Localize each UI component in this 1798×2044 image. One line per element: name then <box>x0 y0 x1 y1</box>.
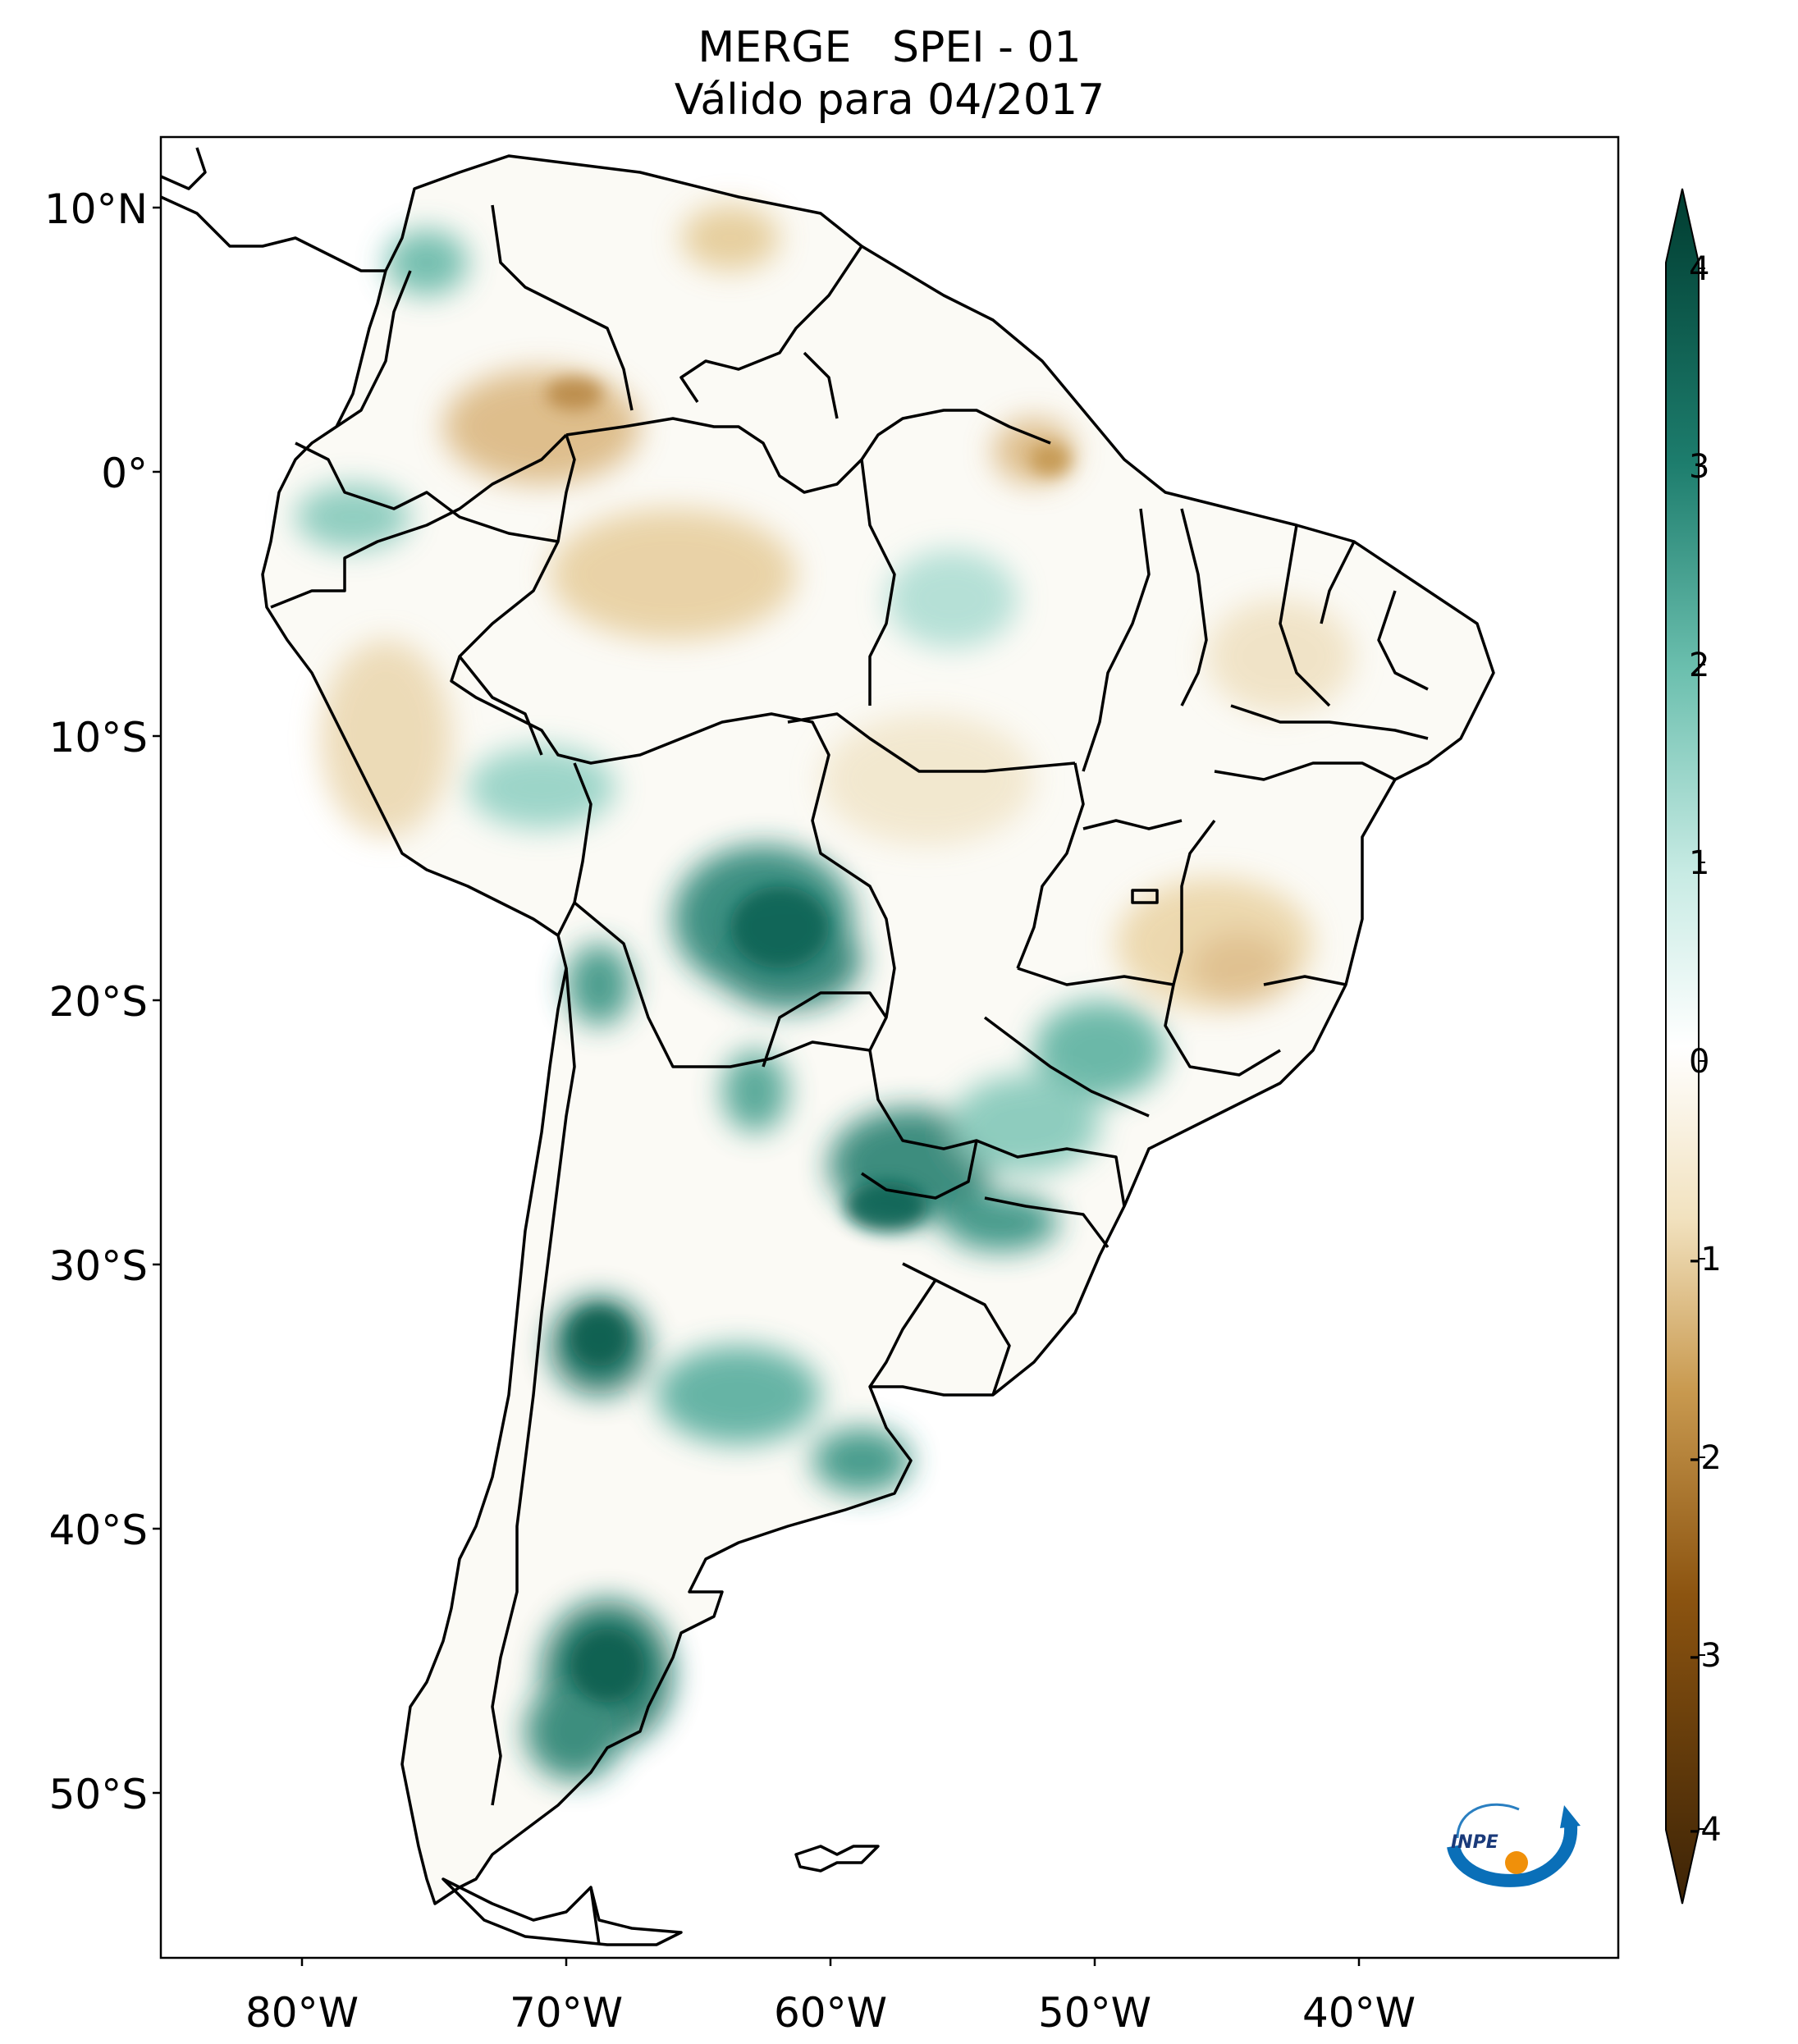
wet-core-bolivia <box>730 886 829 968</box>
dry-core-colombia <box>546 377 603 410</box>
colorbar-body <box>1665 188 1700 1905</box>
lon-label-80w: 80°W <box>245 1989 359 2037</box>
dry-patch-mato-grosso <box>821 714 1034 845</box>
dry-core-amapa <box>1030 443 1071 476</box>
colorbar-tick: 2 <box>1689 647 1710 684</box>
spei-field <box>295 205 1354 1781</box>
dry-patch-amazon-north <box>550 509 796 640</box>
wet-patch-acre <box>468 747 615 829</box>
lon-label-60w: 60°W <box>773 1989 888 2037</box>
map-title: MERGE SPEI - 01 <box>698 23 1082 72</box>
wet-patch-chaco <box>722 1050 788 1132</box>
colorbar-tick: 0 <box>1689 1043 1710 1081</box>
lat-label-10s: 10°S <box>48 714 148 761</box>
wet-patch-buenos-aires-coast <box>812 1428 911 1493</box>
inpe-logo: INPE <box>1447 1803 1581 1887</box>
dry-patch-colombia-venezuela <box>443 369 640 484</box>
lon-label-70w: 70°W <box>509 1989 624 2037</box>
wet-patch-patagonia-south <box>525 1682 624 1781</box>
axis-ticks <box>153 206 1361 1966</box>
dry-patch-northeast <box>1206 599 1354 714</box>
inpe-logo-text: INPE <box>1451 1832 1498 1853</box>
map-frame <box>159 135 1620 1959</box>
lon-label-40w: 40°W <box>1302 1989 1416 2037</box>
wet-core-mendoza <box>570 1309 628 1366</box>
lat-label-10n: 10°N <box>43 185 148 233</box>
colorbar-tick: 4 <box>1689 250 1710 288</box>
wet-patch-andes-20s <box>566 944 632 1026</box>
dry-patch-peru <box>320 640 451 837</box>
dry-patch-venezuela-coast <box>681 205 780 271</box>
colorbar-tick: 3 <box>1689 448 1710 486</box>
colorbar-tick: 1 <box>1689 844 1710 882</box>
colorbar-tick: -2 <box>1689 1439 1722 1477</box>
lat-label-0: 0° <box>101 450 148 497</box>
colorbar-tick: -1 <box>1689 1241 1722 1278</box>
map-subtitle: Válido para 04/2017 <box>674 75 1105 125</box>
country-borders <box>160 147 1495 1946</box>
lon-label-50w: 50°W <box>1037 1989 1152 2037</box>
lat-label-50s: 50°S <box>48 1771 148 1818</box>
wet-patch-rio-grande <box>944 1194 1059 1251</box>
wet-patch-colombia <box>386 230 468 295</box>
lat-label-20s: 20°S <box>48 978 148 1026</box>
wet-patch-pampa <box>657 1346 821 1444</box>
colorbar-tick: -4 <box>1689 1811 1722 1849</box>
colorbar <box>1665 188 1705 1905</box>
dry-patch-minas <box>1190 931 1288 1005</box>
lat-label-30s: 30°S <box>48 1242 148 1290</box>
wet-patch-ecuador <box>295 484 410 550</box>
wet-patch-amazon-east <box>886 550 1018 648</box>
wet-core-patagonia <box>570 1629 644 1703</box>
colorbar-tick: -3 <box>1689 1637 1722 1675</box>
lat-label-40s: 40°S <box>48 1507 148 1554</box>
